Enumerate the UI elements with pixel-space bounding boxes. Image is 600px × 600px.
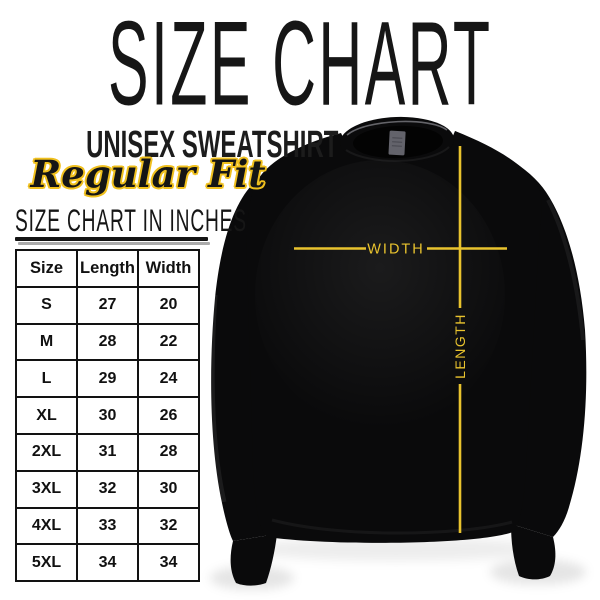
- table-heading-text: SIZE CHART IN INCHES: [15, 203, 247, 239]
- cell-width: 32: [137, 506, 200, 546]
- page-title: SIZE CHART: [0, 2, 600, 128]
- table-row: M 28 22: [15, 322, 200, 362]
- table-row: XL 30 26: [15, 396, 200, 435]
- product-name-text: UNISEX SWEATSHIRT: [86, 124, 339, 166]
- heading-underline: [15, 237, 208, 241]
- col-header-size: Size: [15, 249, 78, 288]
- table-row: L 29 24: [15, 359, 200, 399]
- cell-length: 32: [76, 469, 139, 509]
- col-header-length: Length: [76, 249, 139, 288]
- cell-length: 28: [76, 322, 139, 362]
- table-row: 4XL 33 32: [15, 506, 200, 546]
- cell-width: 20: [137, 285, 200, 325]
- cell-width: 22: [137, 322, 200, 362]
- fit-label-text: Regular Fit: [30, 152, 266, 196]
- cell-length: 34: [76, 543, 139, 583]
- cell-size: 2XL: [15, 432, 78, 472]
- left-cuff: [230, 534, 277, 586]
- cell-width: 30: [137, 469, 200, 509]
- cell-length: 33: [76, 506, 139, 546]
- table-header-row: Size Length Width: [15, 249, 200, 288]
- table-row: 2XL 31 28: [15, 432, 200, 472]
- product-name: UNISEX SWEATSHIRT: [12, 126, 338, 164]
- collar-seam: [345, 146, 450, 162]
- cell-size: S: [15, 285, 78, 325]
- cell-size: XL: [15, 396, 78, 435]
- size-table: Size Length Width S 27 20 M 28 22 L 29 2…: [15, 249, 200, 583]
- table-heading: SIZE CHART IN INCHES: [15, 205, 275, 237]
- cell-size: L: [15, 359, 78, 399]
- cell-width: 34: [137, 543, 200, 583]
- cell-width: 26: [137, 396, 200, 435]
- collar-label-tag: [388, 130, 406, 156]
- cell-size: 5XL: [15, 543, 78, 583]
- width-label: WIDTH: [367, 242, 425, 258]
- fit-label: Regular Fit: [20, 154, 276, 195]
- cell-length: 29: [76, 359, 139, 399]
- fabric-highlights: [209, 160, 585, 535]
- cell-width: 28: [137, 432, 200, 472]
- page-title-text: SIZE CHART: [107, 0, 493, 132]
- table-row: 5XL 34 34: [15, 543, 200, 583]
- right-cuff: [511, 524, 556, 580]
- cell-length: 27: [76, 285, 139, 325]
- ground-shadow: [210, 537, 586, 590]
- cell-size: 4XL: [15, 506, 78, 546]
- cell-size: M: [15, 322, 78, 362]
- length-label: LENGTH: [452, 313, 468, 379]
- table-row: 3XL 32 30: [15, 469, 200, 509]
- cell-length: 31: [76, 432, 139, 472]
- cell-size: 3XL: [15, 469, 78, 509]
- col-header-width: Width: [137, 249, 200, 288]
- cell-width: 24: [137, 359, 200, 399]
- measurement-lines: [294, 146, 507, 533]
- collar-rim-highlight: [346, 120, 448, 136]
- cell-length: 30: [76, 396, 139, 435]
- table-row: S 27 20: [15, 285, 200, 325]
- heading-underline-shadow: [18, 242, 210, 245]
